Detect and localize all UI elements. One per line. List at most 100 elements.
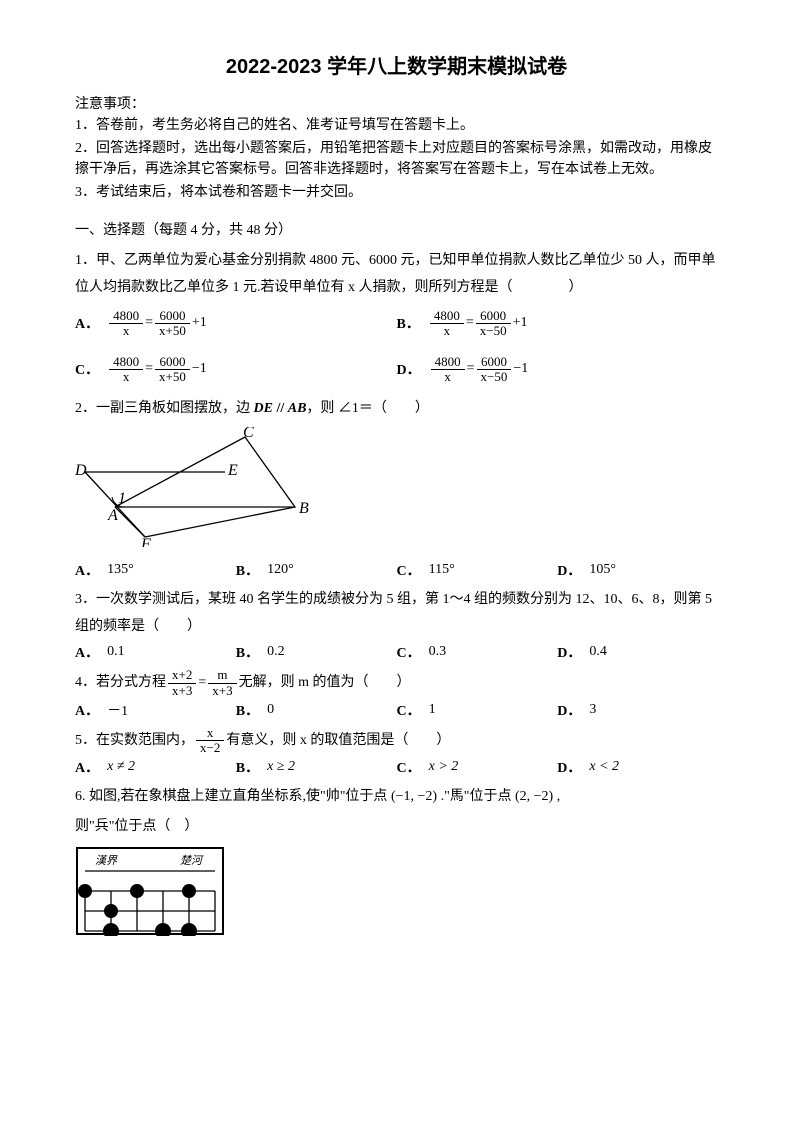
q4-b-label: B． <box>236 700 259 720</box>
q2-d-val: 105° <box>589 562 616 578</box>
q4-opt-d: D． 3 <box>557 700 718 720</box>
q4-c-label: C． <box>397 700 421 720</box>
question-6: 6. 如图,若在象棋盘上建立直角坐标系,使"帅"位于点 (−1, −2) ."馬… <box>75 783 718 810</box>
q4-eq: = <box>198 669 206 696</box>
q4-post: 无解，则 m 的值为（ ） <box>239 669 411 696</box>
chess-right-label: 楚河 <box>180 854 204 867</box>
q5-b-val: x ≥ 2 <box>267 759 295 775</box>
question-5: 5．在实数范围内， xx−2 有意义，则 x 的取值范围是（ ） <box>75 726 718 756</box>
frac: 6000x+50 <box>155 355 190 385</box>
q3-options: A． 0.1 B． 0.2 C． 0.3 D． 0.4 <box>75 642 718 662</box>
q5-frac: xx−2 <box>196 726 224 756</box>
spacer <box>75 205 718 219</box>
q3-opt-b: B． 0.2 <box>236 642 397 662</box>
q2-pre: 2．一副三角板如图摆放，边 <box>75 401 254 416</box>
frac: 6000x+50 <box>155 309 190 339</box>
q4-d-label: D． <box>557 700 581 720</box>
frac: 4800x <box>431 355 465 385</box>
exam-page: 2022-2023 学年八上数学期末模拟试卷 注意事项： 1．答卷前，考生务必将… <box>0 0 793 1122</box>
frac: 4800x <box>109 309 143 339</box>
q5-options: A．x ≠ 2 B．x ≥ 2 C．x > 2 D．x < 2 <box>75 757 718 777</box>
q3-c-label: C． <box>397 642 421 662</box>
q5-opt-b: B． x ≥ 2 <box>236 757 397 777</box>
q2-options: A．135° B．120° C．115° D．105° <box>75 560 718 580</box>
q4-d-val: 3 <box>589 702 596 718</box>
label-d: D <box>75 462 87 479</box>
q2-d-label: D． <box>557 560 581 580</box>
q5-a-label: A． <box>75 757 99 777</box>
q1-opt-a-label: A． <box>75 313 99 333</box>
q4-frac2: mx+3 <box>208 668 236 698</box>
section-1-title: 一、选择题（每题 4 分，共 48 分） <box>75 219 718 239</box>
q6-p2: (2, −2) <box>515 789 553 804</box>
q2-post: ，则 ∠1＝（ ） <box>306 401 429 416</box>
label-b: B <box>299 500 309 517</box>
q5-post: 有意义，则 x 的取值范围是（ ） <box>226 727 450 754</box>
frac: 6000x−50 <box>476 309 511 339</box>
q4-pre: 4．若分式方程 <box>75 669 166 696</box>
frac: 4800x <box>109 355 143 385</box>
q1-opt-b-expr: 4800x = 6000x−50 +1 <box>428 309 528 339</box>
triangle-diagram-svg: C D E A B F 1 <box>75 427 335 547</box>
chess-board-svg: 漢界 楚河 <box>75 846 225 936</box>
q2-opt-c: C．115° <box>397 560 558 580</box>
notice-1: 1．答卷前，考生务必将自己的姓名、准考证号填写在答题卡上。 <box>75 115 718 137</box>
q3-a-val: 0.1 <box>107 644 125 660</box>
q3-b-label: B． <box>236 642 259 662</box>
q5-opt-d: D． x < 2 <box>557 757 718 777</box>
notice-label: 注意事项： <box>75 93 718 113</box>
tail: +1 <box>513 315 528 331</box>
q6-pre: 6. 如图,若在象棋盘上建立直角坐标系,使"帅"位于点 <box>75 789 391 804</box>
tail: −1 <box>513 361 528 377</box>
q6-chess-diagram: 漢界 楚河 <box>75 846 718 941</box>
chess-left-label: 漢界 <box>95 854 118 867</box>
q1-opt-a: A． 4800x = 6000x+50 +1 <box>75 309 397 339</box>
q2-diagram: C D E A B F 1 <box>75 427 718 552</box>
q2-c-label: C． <box>397 560 421 580</box>
q2-a-val: 135° <box>107 562 134 578</box>
q2-ab: AB <box>288 401 307 416</box>
q1-opt-c-expr: 4800x = 6000x+50 −1 <box>107 355 207 385</box>
tail: −1 <box>192 361 207 377</box>
frac: 4800x <box>430 309 464 339</box>
q2-opt-d: D． 105° <box>557 560 718 580</box>
notice-3: 3．考试结束后，将本试卷和答题卡一并交回。 <box>75 182 718 204</box>
q1-opt-b: B． 4800x = 6000x−50 +1 <box>397 309 719 339</box>
q6-post2: , <box>553 789 560 804</box>
q1-opt-d: D． 4800x = 6000x−50 −1 <box>397 355 719 385</box>
question-6-line2: 则"兵"位于点（ ） <box>75 813 718 840</box>
q3-c-val: 0.3 <box>429 644 447 660</box>
q2-para: // <box>273 401 288 416</box>
q5-b-label: B． <box>236 757 259 777</box>
q4-a-label: A． <box>75 700 99 720</box>
frac: 6000x−50 <box>477 355 512 385</box>
q5-d-label: D． <box>557 757 581 777</box>
q4-frac1: x+2x+3 <box>168 668 196 698</box>
tail: +1 <box>192 315 207 331</box>
q1-opt-d-expr: 4800x = 6000x−50 −1 <box>429 355 529 385</box>
q1-opt-c: C． 4800x = 6000x+50 −1 <box>75 355 397 385</box>
equals: = <box>467 361 475 377</box>
equals: = <box>466 315 474 331</box>
q3-d-label: D． <box>557 642 581 662</box>
q1-opt-a-expr: 4800x = 6000x+50 +1 <box>107 309 207 339</box>
q3-opt-c: C． 0.3 <box>397 642 558 662</box>
notice-2: 2．回答选择题时，选出每小题答案后，用铅笔把答题卡上对应题目的答案标号涂黑，如需… <box>75 138 718 181</box>
q3-opt-a: A． 0.1 <box>75 642 236 662</box>
q5-d-val: x < 2 <box>589 759 619 775</box>
label-c: C <box>243 427 254 441</box>
q3-d-val: 0.4 <box>589 644 607 660</box>
q3-a-label: A． <box>75 642 99 662</box>
q4-a-val: －1 <box>107 700 128 720</box>
label-a: A <box>107 507 118 524</box>
q6-mid: ."馬"位于点 <box>437 789 515 804</box>
q6-line2: 则"兵"位于点（ ） <box>75 819 198 834</box>
q5-c-val: x > 2 <box>429 759 459 775</box>
q3-b-val: 0.2 <box>267 644 285 660</box>
q4-opt-a: A． －1 <box>75 700 236 720</box>
q2-opt-b: B．120° <box>236 560 397 580</box>
q1-opt-d-label: D． <box>397 359 421 379</box>
q5-opt-a: A．x ≠ 2 <box>75 757 236 777</box>
q2-b-val: 120° <box>267 562 294 578</box>
q4-opt-c: C．1 <box>397 700 558 720</box>
